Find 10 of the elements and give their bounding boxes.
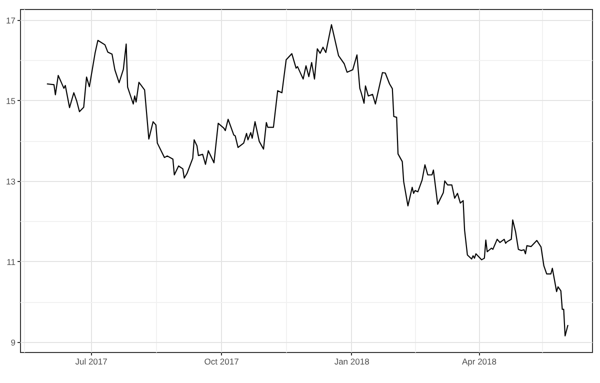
y-tick-label: 17 (6, 15, 16, 26)
x-tick-label: Jul 2017 (75, 356, 108, 366)
y-tick-label: 13 (6, 176, 16, 186)
y-tick-label: 15 (6, 96, 16, 106)
line-series (46, 24, 568, 336)
x-tick-label: Oct 2017 (204, 356, 240, 366)
x-tick-label: Jan 2018 (334, 356, 370, 366)
x-tick-label: Apr 2018 (462, 356, 497, 366)
y-tick-label: 11 (6, 256, 16, 267)
y-tick-label: 9 (10, 337, 16, 348)
